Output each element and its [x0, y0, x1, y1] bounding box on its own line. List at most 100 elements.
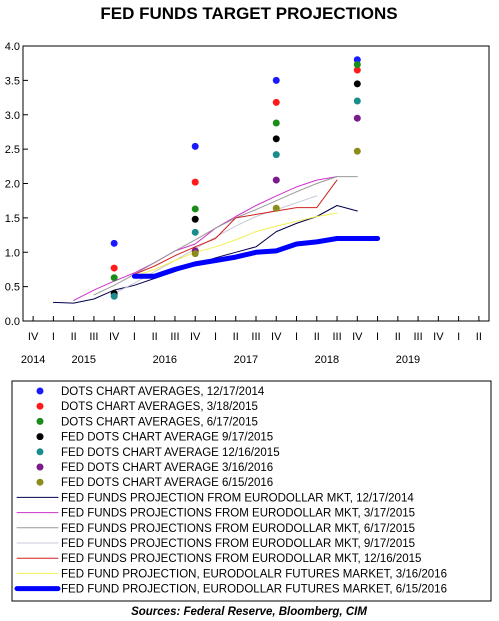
x-quarter-label: II	[395, 331, 401, 343]
legend-marker	[36, 402, 44, 410]
legend-marker	[36, 417, 44, 425]
x-year-label: 2017	[234, 354, 258, 366]
x-year-label: 2019	[396, 354, 420, 366]
x-quarter-label: I	[376, 331, 379, 343]
x-quarter-label: IV	[109, 331, 120, 343]
x-quarter-label: IV	[352, 331, 363, 343]
x-year-label: 2015	[72, 354, 96, 366]
x-quarter-label: II	[71, 331, 77, 343]
series-dot	[191, 205, 199, 213]
x-year-label: 2014	[21, 354, 45, 366]
legend-marker	[36, 463, 44, 471]
series-dot	[353, 56, 361, 64]
series-line	[52, 205, 358, 304]
x-quarter-label: III	[414, 331, 423, 343]
y-tick-label: 3.5	[5, 75, 20, 87]
plot-frame	[22, 45, 490, 322]
legend-box	[11, 380, 492, 602]
series-dot	[110, 274, 118, 282]
chart-title: FED FUNDS TARGET PROJECTIONS	[100, 4, 397, 23]
series-dot	[353, 114, 361, 122]
series-dot	[272, 176, 280, 184]
legend-label: FED DOTS CHART AVERAGE 12/16/2015	[61, 447, 280, 459]
x-quarter-label: IV	[28, 331, 39, 343]
x-quarter-label: IV	[190, 331, 201, 343]
x-year-label: 2016	[153, 354, 177, 366]
series-dot	[110, 239, 118, 247]
series-line	[73, 176, 338, 301]
x-year-label: 2018	[315, 354, 339, 366]
y-tick-label: 2.0	[5, 179, 20, 191]
series-dot	[353, 66, 361, 74]
series-dot	[191, 215, 199, 223]
x-quarter-label: II	[314, 331, 320, 343]
legend-label: FED DOTS CHART AVERAGE 3/16/2016	[61, 462, 273, 474]
series-dot	[353, 97, 361, 105]
legend-marker	[36, 478, 44, 486]
series-line	[113, 195, 318, 294]
source-note: Sources: Federal Reserve, Bloomberg, CIM	[131, 606, 367, 618]
legend-label: FED FUNDS PROJECTIONS FROM EURODOLLAR MK…	[61, 523, 415, 535]
series-dots	[110, 56, 361, 300]
x-quarter-label: II	[152, 331, 158, 343]
series-line	[131, 236, 381, 279]
series-dot	[272, 98, 280, 106]
x-quarter-label: IV	[271, 331, 282, 343]
x-quarter-label: III	[89, 331, 98, 343]
legend-label: FED FUNDS PROJECTIONS FROM EURODOLLAR MK…	[61, 553, 421, 565]
x-quarter-label: I	[457, 331, 460, 343]
legend-label: DOTS CHART AVERAGES, 6/17/2015	[61, 416, 258, 428]
legend-label: DOTS CHART AVERAGES, 12/17/2014	[61, 386, 265, 398]
series-dot	[272, 76, 280, 84]
series-dot	[353, 80, 361, 88]
x-quarter-label: III	[332, 331, 341, 343]
y-tick-label: 0.5	[5, 282, 20, 294]
series-line	[133, 179, 338, 275]
y-tick-label: 0.0	[5, 316, 20, 328]
series-lines	[52, 176, 381, 304]
series-dot	[191, 178, 199, 186]
y-tick-label: 4.0	[5, 41, 20, 53]
legend-marker	[36, 448, 44, 456]
series-dot	[353, 61, 361, 69]
series-dot	[272, 151, 280, 159]
x-quarter-label: I	[214, 331, 217, 343]
series-dot	[191, 250, 199, 258]
y-tick-label: 1.5	[5, 213, 20, 225]
legend: DOTS CHART AVERAGES, 12/17/2014 DOTS CHAR…	[14, 386, 447, 596]
x-quarter-label: I	[52, 331, 55, 343]
series-dot	[110, 292, 118, 300]
series-dot	[191, 228, 199, 236]
x-quarter-label: III	[170, 331, 179, 343]
series-dot	[272, 135, 280, 143]
series-line	[133, 212, 338, 277]
y-tick-label: 3.0	[5, 110, 20, 122]
series-dot	[110, 264, 118, 272]
series-dot	[353, 147, 361, 155]
legend-label: FED FUND PROJECTION, EURODOLLAR FUTURES …	[61, 584, 447, 596]
series-dot	[191, 142, 199, 150]
x-quarter-label: IV	[433, 331, 444, 343]
legend-label: FED DOTS CHART AVERAGE 6/15/2016	[61, 477, 273, 489]
x-quarter-label: I	[295, 331, 298, 343]
legend-marker	[36, 433, 44, 441]
legend-label: FED FUNDS PROJECTION FROM EURODOLLAR MKT…	[61, 492, 414, 504]
series-dot	[272, 119, 280, 127]
y-tick-label: 1.0	[5, 247, 20, 259]
x-quarter-label: I	[133, 331, 136, 343]
series-line	[93, 176, 358, 296]
x-quarter-label: III	[251, 331, 260, 343]
x-quarter-label: II	[233, 331, 239, 343]
legend-marker	[36, 387, 44, 395]
x-quarter-label: II	[476, 331, 482, 343]
y-axis: 0.0 0.5 1.0 1.5 2.0 2.5 3.0 3.5 4.0	[5, 41, 28, 328]
series-dot	[272, 204, 280, 212]
legend-label: FED FUNDS PROJECTIONS FROM EURODOLLAR MK…	[61, 508, 415, 520]
x-axis: IV I II III IV I II III IV I II III IV I II III IV I II III…	[21, 316, 482, 366]
legend-label: FED FUND PROJECTION, EURODOLALR FUTURES …	[61, 568, 447, 580]
legend-label: FED FUNDS PROJECTIONS FROM EURODOLLAR MK…	[61, 538, 415, 550]
y-tick-label: 2.5	[5, 144, 20, 156]
legend-label: DOTS CHART AVERAGES, 3/18/2015	[61, 401, 258, 413]
